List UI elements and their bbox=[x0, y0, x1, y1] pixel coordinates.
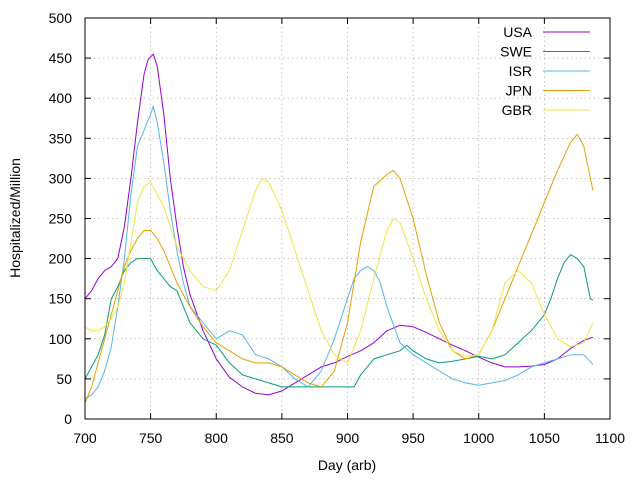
legend-label-swe: SWE bbox=[500, 44, 532, 60]
series-line-isr bbox=[84, 105, 594, 400]
grid-lines bbox=[85, 18, 610, 419]
series-line-gbr bbox=[84, 177, 594, 364]
x-tick-label: 1100 bbox=[595, 430, 625, 446]
axis-ticks bbox=[84, 17, 611, 420]
series-line-swe bbox=[84, 254, 594, 388]
x-tick-label: 700 bbox=[73, 430, 97, 446]
legend-label-usa: USA bbox=[503, 24, 532, 40]
y-tick-label: 350 bbox=[49, 130, 73, 146]
legend-label-gbr: GBR bbox=[502, 102, 532, 118]
series-line-usa bbox=[84, 53, 594, 396]
y-tick-label: 150 bbox=[49, 291, 73, 307]
y-tick-label: 100 bbox=[49, 331, 73, 347]
x-tick-label: 1050 bbox=[529, 430, 560, 446]
x-tick-label: 900 bbox=[336, 430, 360, 446]
x-tick-label: 1000 bbox=[463, 430, 494, 446]
legend-label-jpn: JPN bbox=[506, 83, 532, 99]
series-line-jpn bbox=[84, 133, 594, 404]
y-tick-label: 500 bbox=[49, 10, 73, 26]
x-tick-label: 850 bbox=[270, 430, 294, 446]
y-tick-label: 300 bbox=[49, 170, 73, 186]
y-tick-label: 50 bbox=[56, 371, 72, 387]
x-tick-labels: 700 750 800 850 900 950 1000 1050 1100 bbox=[73, 430, 625, 446]
x-tick-label: 800 bbox=[205, 430, 229, 446]
y-tick-label: 0 bbox=[64, 411, 72, 427]
y-axis-title: Hospitalized/Million bbox=[7, 158, 23, 278]
series-lines bbox=[84, 53, 594, 404]
legend: USA SWE ISR JPN GBR bbox=[500, 24, 590, 118]
y-tick-label: 250 bbox=[49, 211, 73, 227]
y-tick-label: 200 bbox=[49, 251, 73, 267]
legend-label-isr: ISR bbox=[509, 63, 532, 79]
x-axis-title: Day (arb) bbox=[318, 457, 376, 473]
x-tick-label: 950 bbox=[401, 430, 425, 446]
y-tick-label: 450 bbox=[49, 50, 73, 66]
y-tick-labels: 0 50 100 150 200 250 300 350 400 450 500 bbox=[49, 10, 73, 427]
x-tick-label: 750 bbox=[139, 430, 163, 446]
y-tick-label: 400 bbox=[49, 90, 73, 106]
